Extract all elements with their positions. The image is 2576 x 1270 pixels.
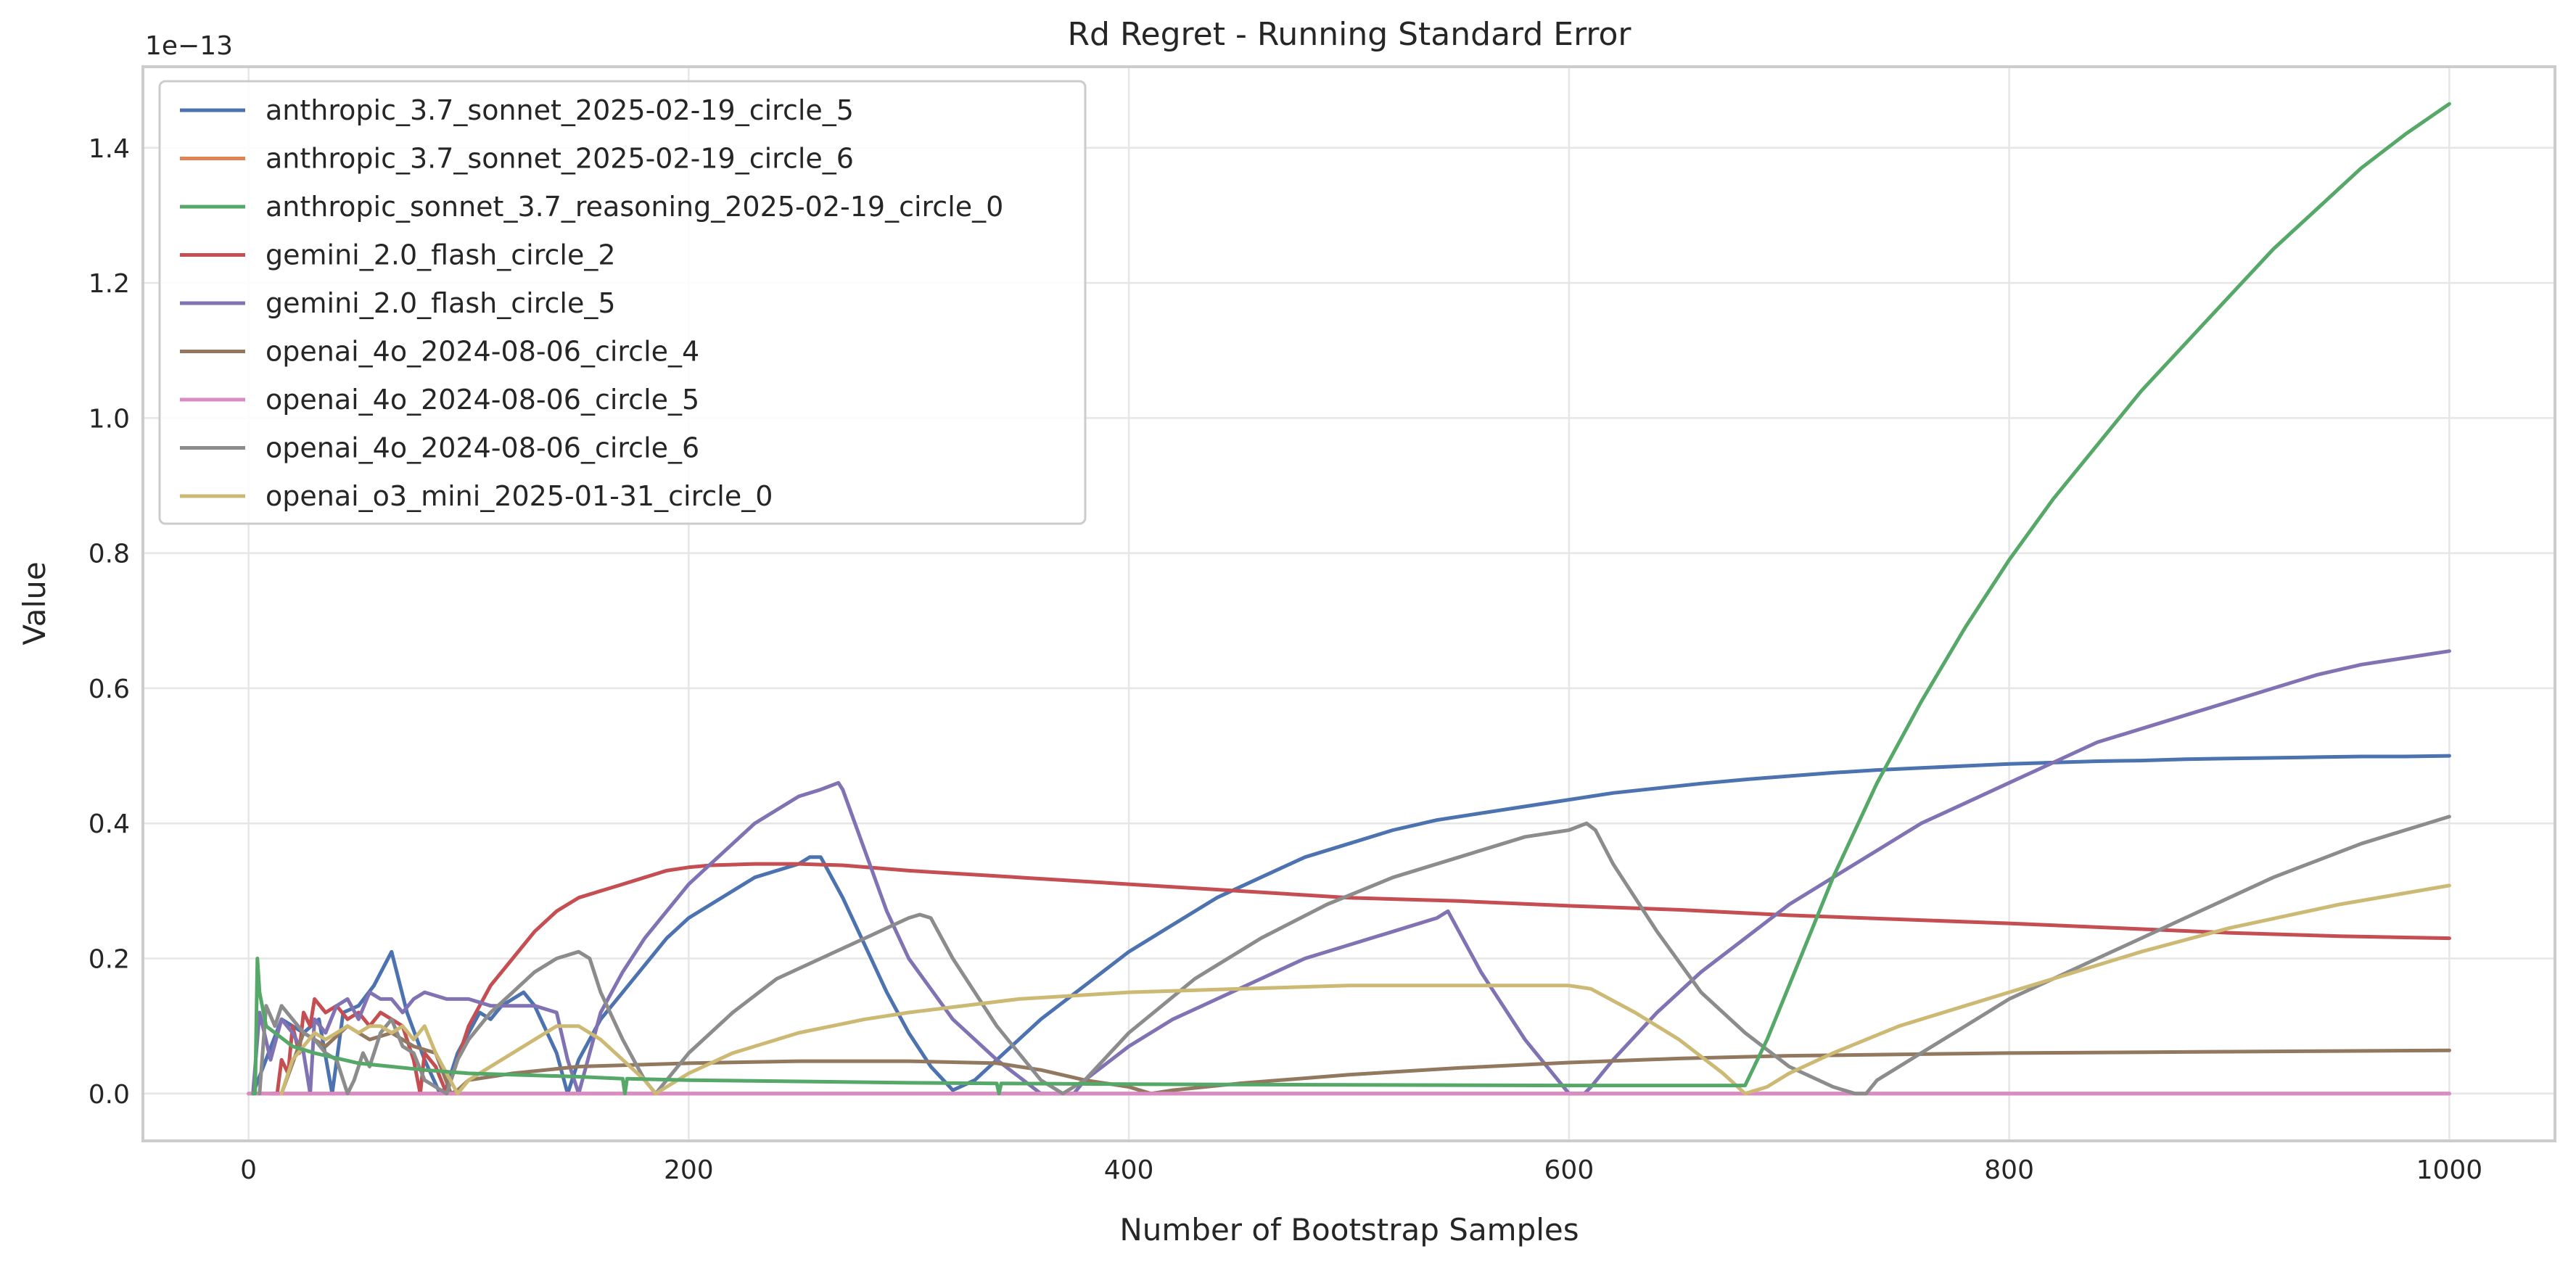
y-tick-label: 0.8	[89, 540, 130, 569]
y-tick-label: 1.4	[89, 134, 130, 164]
chart-title: Rd Regret - Running Standard Error	[1067, 16, 1631, 53]
legend-entry-label: anthropic_3.7_sonnet_2025-02-19_circle_5	[266, 94, 854, 126]
legend-entry-label: anthropic_sonnet_3.7_reasoning_2025-02-1…	[266, 191, 1003, 223]
y-tick-label: 0.0	[89, 1080, 130, 1110]
y-tick-label: 1.0	[89, 404, 130, 434]
x-axis-label: Number of Bootstrap Samples	[1119, 1212, 1579, 1248]
x-tick-label: 0	[240, 1155, 257, 1185]
offset-label: 1e−13	[145, 31, 233, 61]
x-tick-label: 600	[1544, 1155, 1594, 1185]
series-line-9	[279, 883, 2451, 1096]
legend-entry-label: anthropic_3.7_sonnet_2025-02-19_circle_6	[266, 143, 854, 175]
y-tick-label: 0.6	[89, 675, 130, 704]
x-axis-ticks: 0 200 400 600 800 1000	[240, 1155, 2482, 1185]
y-axis-ticks: 0.0 0.2 0.4 0.6 0.8 1.0 1.2 1.4	[89, 134, 130, 1110]
legend-entry-label: gemini_2.0_flash_circle_2	[266, 239, 616, 271]
y-tick-label: 0.2	[89, 945, 130, 975]
x-tick-label: 1000	[2416, 1155, 2483, 1185]
x-tick-label: 400	[1104, 1155, 1154, 1185]
series-line-6	[279, 1024, 2451, 1096]
legend: anthropic_3.7_sonnet_2025-02-19_circle_5…	[158, 80, 1087, 525]
legend-box	[158, 80, 1087, 525]
y-tick-label: 1.2	[89, 269, 130, 299]
legend-entry-label: gemini_2.0_flash_circle_5	[266, 287, 616, 319]
series-line-4	[268, 862, 2451, 1096]
legend-entry-label: openai_4o_2024-08-06_circle_6	[266, 432, 699, 464]
series-line-8	[258, 815, 2451, 1096]
y-tick-label: 0.4	[89, 809, 130, 839]
series-line-5	[251, 649, 2451, 1096]
plot-frame	[141, 65, 2556, 1142]
x-tick-label: 800	[1984, 1155, 2034, 1185]
legend-entry-label: openai_4o_2024-08-06_circle_4	[266, 336, 699, 368]
legend-entry-label: openai_4o_2024-08-06_circle_5	[266, 384, 699, 416]
series-line-3	[251, 102, 2451, 1096]
y-axis-label: Value	[17, 561, 52, 645]
x-tick-label: 200	[664, 1155, 714, 1185]
series-lines	[247, 102, 2451, 1096]
legend-entry-label: openai_o3_mini_2025-01-31_circle_0	[266, 480, 773, 512]
